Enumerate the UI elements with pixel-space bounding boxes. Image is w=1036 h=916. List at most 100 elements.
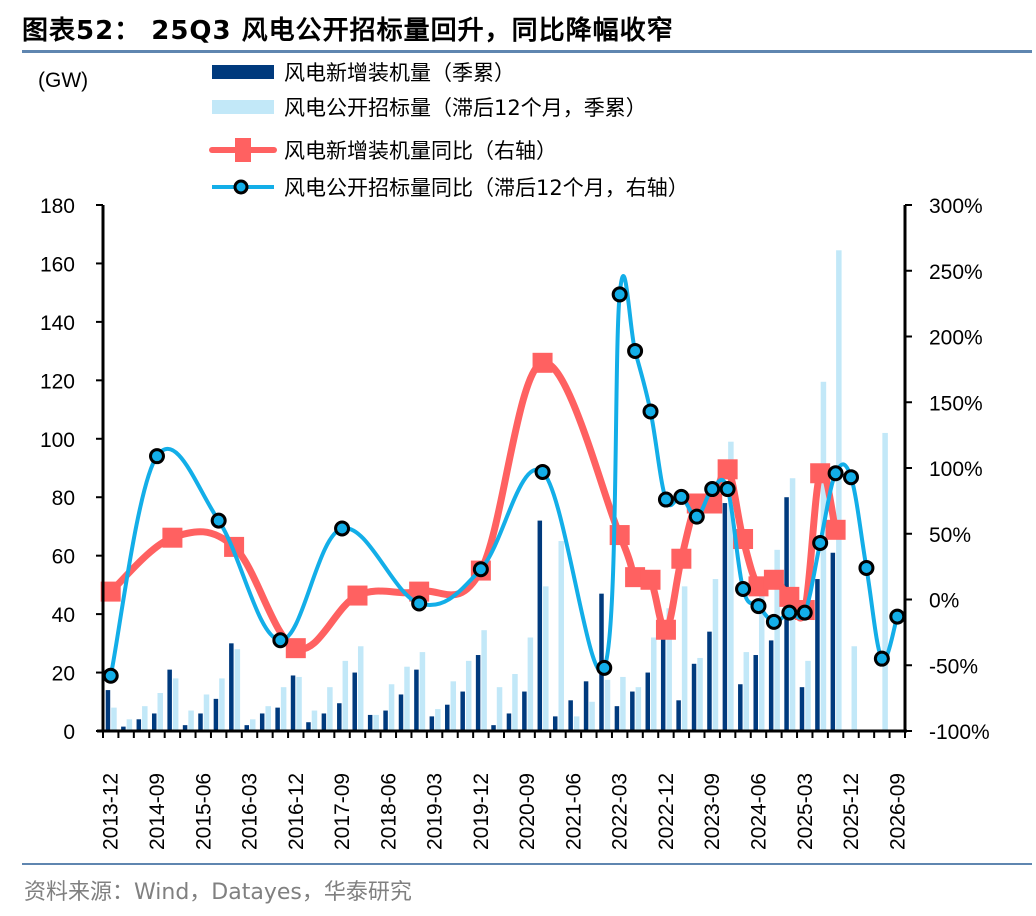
x-tick-label: 2020-09 [516,773,539,850]
legend-label-installed-bar: 风电新增装机量（季累） [284,61,515,85]
y-tick-label-right: 100% [929,458,983,481]
marker-tender-yoy [735,580,752,597]
y-tick-label-left: 60 [52,546,75,569]
bar-installed [151,713,157,731]
x-tick-label: 2013-12 [100,773,123,850]
bar-installed [337,703,342,731]
marker-tender-yoy [858,559,875,576]
bar-installed [244,725,250,731]
bar-tender [496,687,503,731]
marker-tender-yoy [334,520,351,537]
y-tick-label-left: 160 [40,253,75,276]
bar-tender [604,679,611,731]
axes-layer: 0 20 40 60 80 100 120 140 160 180 -100% -50% 0% 50% 10… [40,195,990,850]
marker-tender-yoy [750,598,767,615]
marker-tender-yoy [657,491,674,508]
bar-tender [758,584,765,731]
y-tick-label-right: 150% [929,392,983,415]
legend-marker-square [235,138,251,162]
marker-tender-yoy [642,403,659,420]
y-tick-label-left: 100 [40,429,75,452]
bar-installed [707,631,712,731]
bar-tender [836,250,842,732]
x-tick-label: 2022-03 [609,773,632,850]
marker-tender-yoy [272,632,289,649]
marker-tender-yoy [796,604,813,621]
bar-installed [290,675,296,731]
bar-installed [568,700,573,731]
marker-installed-yoy [640,569,661,590]
legend-label-installed-yoy: 风电新增装机量同比（右轴） [284,139,557,163]
bar-installed [768,640,774,731]
x-tick-label: 2015-06 [192,773,215,850]
bar-installed [414,669,419,731]
marker-tender-yoy [534,463,551,480]
marker-tender-yoy [596,659,613,676]
bar-installed [537,520,543,731]
marker-tender-yoy [843,469,860,486]
marker-tender-yoy [765,613,782,630]
marker-installed-yoy [779,586,800,607]
marker-installed-yoy [162,527,183,548]
bar-tender [188,710,194,731]
y-tick-label-right: 0% [929,590,959,613]
marker-tender-yoy [719,481,736,498]
bar-tender [712,579,719,731]
bar-installed [198,713,203,731]
legend-label-tender-yoy: 风电公开招标量同比（滞后12个月，右轴） [284,176,689,200]
y-tick-label-right: 300% [929,195,983,218]
bar-tender [697,657,703,731]
bar-installed [105,690,111,731]
y-tick-label-right: -100% [929,721,990,744]
bar-installed [491,725,496,731]
bar-tender [265,706,271,731]
bar-tender [728,441,734,731]
marker-tender-yoy [688,508,705,525]
bar-tender [126,719,133,731]
bar-tender [357,646,364,731]
y-axis-unit-label: (GW) [38,69,88,92]
y-tick-label-left: 180 [40,195,75,218]
marker-installed-yoy [717,459,738,480]
x-tick-label: 2026-09 [886,773,909,850]
marker-tender-yoy [210,512,227,529]
bars-layer [105,250,888,732]
x-tick-label: 2016-12 [285,773,308,850]
x-tick-label: 2024-06 [747,773,770,850]
marker-installed-yoy [655,619,676,640]
bar-tender [327,687,333,731]
marker-tender-yoy [472,561,489,578]
bar-installed [213,698,219,731]
bar-tender [573,716,580,731]
x-tick-label: 2019-03 [424,773,447,850]
marker-tender-yoy [781,604,798,621]
bar-tender [512,674,518,731]
bar-tender [558,541,564,731]
bar-installed [660,631,666,731]
bar-installed [445,704,450,731]
bar-tender [296,676,302,731]
x-tick-label: 2025-12 [840,773,863,850]
marker-tender-yoy [704,481,721,498]
marker-installed-yoy [625,567,646,588]
bar-installed [429,716,435,731]
bar-tender [250,719,256,731]
bar-installed [738,684,743,731]
bar-installed [136,719,142,731]
bar-installed [306,722,311,731]
bar-installed [352,672,357,731]
bar-installed [614,706,620,731]
marker-installed-yoy [347,585,368,606]
bar-tender [481,630,487,731]
x-tick-label: 2022-12 [655,773,678,850]
bar-installed [522,691,527,731]
bar-installed [753,655,758,731]
y-tick-label-left: 40 [52,604,75,627]
x-tick-label: 2014-09 [146,773,169,850]
bar-tender [219,678,225,731]
lines-layer [100,274,906,684]
bar-installed [552,716,558,731]
y-tick-label-right: 50% [929,524,971,547]
bar-tender [280,687,287,731]
bar-installed [799,687,805,731]
